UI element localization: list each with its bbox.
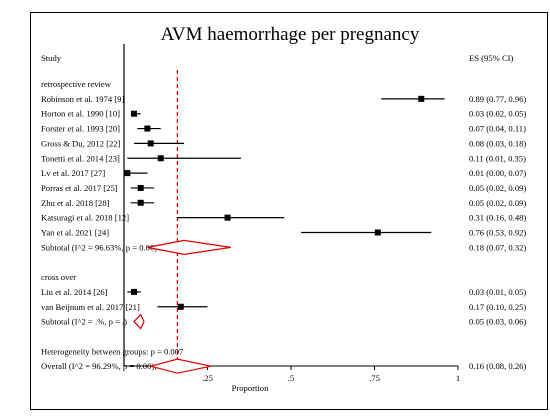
- study-label: Liu et al. 2014 [26]: [41, 287, 108, 297]
- effect-size-marker: [144, 125, 151, 132]
- study-label: Forster et al. 1993 [20]: [41, 124, 120, 134]
- study-label: Robinson et al. 1974 [9]: [41, 94, 124, 104]
- x-tick-label: 1: [456, 373, 460, 383]
- study-label: Lv et al. 2017 [27]: [41, 168, 105, 178]
- es-ci-value: 0.05 (0.03, 0.06): [469, 317, 526, 327]
- study-label: Yan et al. 2021 [24]: [41, 228, 109, 238]
- es-ci-value: 0.01 (0.00, 0.07): [469, 168, 526, 178]
- x-tick-label: .5: [288, 373, 294, 383]
- subgroup-header: cross over: [41, 272, 76, 282]
- study-label: Horton et al. 1990 [10]: [41, 109, 120, 119]
- plot-layer: .25 .5 .75 1 retrospective review Robinson et…: [41, 44, 526, 383]
- effect-size-marker: [131, 288, 138, 295]
- subtotal-diamond: [133, 313, 145, 330]
- es-ci-value: 0.08 (0.03, 0.18): [469, 138, 526, 148]
- es-ci-value: 0.05 (0.02, 0.09): [469, 183, 526, 193]
- es-ci-value: 0.03 (0.02, 0.05): [469, 109, 526, 119]
- study-label: van Beijnum et al. 2017 [21]: [41, 302, 140, 312]
- subtotal-label: Subtotal (I^2 = .%, p = .): [41, 317, 127, 327]
- effect-size-marker: [124, 170, 131, 177]
- effect-size-marker: [224, 214, 231, 221]
- effect-size-marker: [137, 199, 144, 206]
- study-label: Tonetti et al. 2014 [23]: [41, 153, 120, 163]
- es-ci-value: 0.31 (0.16, 0.48): [469, 213, 526, 223]
- x-axis-label: Proportion: [232, 383, 269, 393]
- es-ci-value: 0.16 (0.08, 0.26): [469, 361, 526, 371]
- subgroup-header: retrospective review: [41, 79, 112, 89]
- es-ci-value: 0.11 (0.01, 0.35): [469, 153, 526, 163]
- chart-frame: [30, 12, 548, 410]
- es-ci-value: 0.07 (0.04, 0.11): [469, 124, 526, 134]
- study-column-header: Study: [41, 53, 62, 63]
- es-ci-value: 0.18 (0.07, 0.32): [469, 242, 526, 252]
- subtotal-diamond: [147, 239, 231, 255]
- study-label: Katsuragi et al. 2018 [12]: [41, 213, 129, 223]
- es-ci-value: 0.89 (0.77, 0.96): [469, 94, 526, 104]
- chart-title: AVM haemorrhage per pregnancy: [161, 24, 420, 45]
- es-column-header: ES (95% CI): [469, 53, 514, 63]
- overall-label: Overall (I^2 = 96.29%, p = 0.00);: [41, 361, 157, 371]
- effect-size-marker: [137, 184, 144, 191]
- effect-size-marker: [131, 110, 138, 117]
- x-tick-label: .25: [202, 373, 213, 383]
- overall-diamond: [148, 358, 211, 374]
- effect-size-marker: [177, 303, 184, 310]
- es-ci-value: 0.03 (0.01, 0.05): [469, 287, 526, 297]
- subgroup-header: Heterogeneity between groups: p = 0.007: [41, 346, 184, 356]
- study-label: Gross & Du, 2012 [22]: [41, 138, 121, 148]
- es-ci-value: 0.17 (0.10, 0.25): [469, 302, 526, 312]
- study-label: Porras et al. 2017 [25]: [41, 183, 118, 193]
- es-ci-value: 0.76 (0.53, 0.92): [469, 228, 526, 238]
- effect-size-marker: [147, 140, 154, 147]
- effect-size-marker: [374, 229, 381, 236]
- subtotal-label: Subtotal (I^2 = 96.63%, p = 0.00): [41, 242, 157, 252]
- effect-size-marker: [418, 95, 425, 102]
- x-tick-label: .75: [369, 373, 380, 383]
- effect-size-marker: [157, 155, 164, 162]
- study-label: Zhu et al. 2018 [28]: [41, 198, 110, 208]
- es-ci-value: 0.05 (0.02, 0.09): [469, 198, 526, 208]
